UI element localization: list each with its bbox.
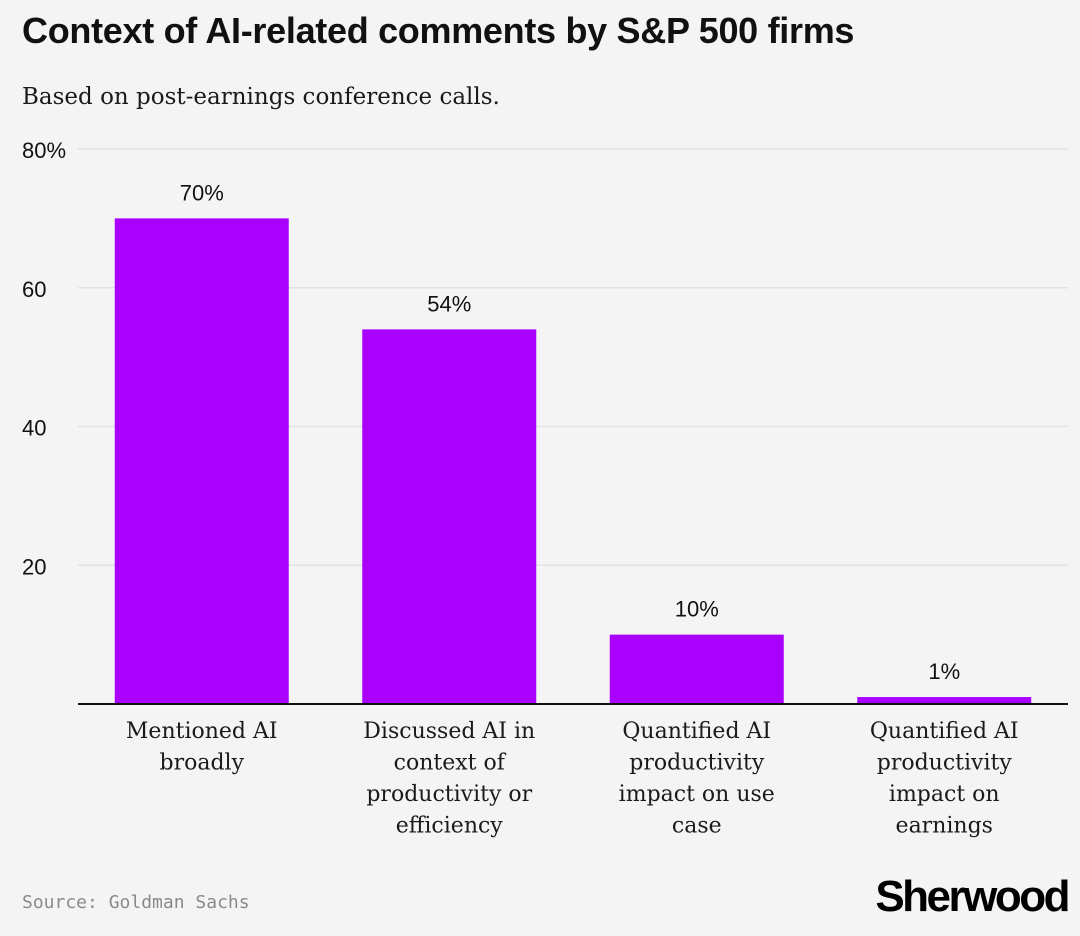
category-label-line: Discussed AI in: [363, 719, 535, 744]
bar: [114, 218, 289, 704]
category-label-line: broadly: [159, 751, 244, 776]
category-label-line: impact on use: [619, 782, 775, 807]
category-label-line: Mentioned AI: [126, 719, 278, 744]
y-tick-label: 20: [22, 554, 46, 579]
sherwood-logo: Sherwood: [875, 872, 1070, 921]
y-tick-label: 60: [22, 277, 46, 302]
chart-subtitle: Based on post-earnings conference calls.: [22, 84, 500, 110]
data-label: 10%: [675, 597, 719, 622]
category-label-line: productivity: [877, 751, 1013, 776]
category-label-line: context of: [394, 751, 507, 776]
y-tick-label: 80%: [22, 138, 66, 163]
category-label-line: impact on: [889, 782, 1000, 807]
chart-title: Context of AI-related comments by S&P 50…: [22, 10, 855, 51]
source-note: Source: Goldman Sachs: [22, 892, 250, 913]
category-label: Mentioned AI broadly: [126, 719, 278, 776]
bar: [362, 329, 537, 704]
category-label-line: case: [672, 814, 722, 839]
data-label: 54%: [427, 291, 471, 316]
data-label: 70%: [180, 180, 224, 205]
bar: [857, 697, 1032, 704]
data-label: 1%: [928, 659, 960, 684]
category-label: Quantified AI productivity impact on earnin…: [870, 719, 1019, 839]
category-label-line: Quantified AI: [622, 719, 771, 744]
category-label-line: efficiency: [396, 814, 504, 839]
category-label-line: productivity: [629, 751, 765, 776]
y-tick-label: 40: [22, 416, 46, 441]
category-label: Quantified AI productivity impact on use ca…: [619, 719, 775, 839]
category-label: Discussed AI in context of productivity or…: [363, 719, 535, 839]
category-label-line: Quantified AI: [870, 719, 1019, 744]
category-label-line: earnings: [896, 814, 993, 839]
bar: [609, 634, 784, 704]
category-label-line: productivity or: [366, 782, 532, 807]
